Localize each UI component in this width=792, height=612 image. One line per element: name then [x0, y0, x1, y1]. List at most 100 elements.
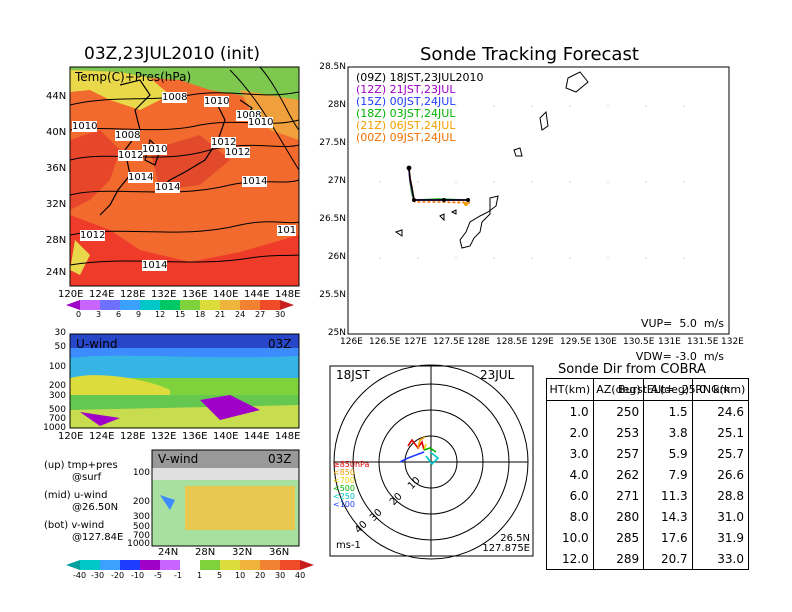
isobar-label: 1010	[142, 144, 168, 155]
colorbar-tick: 20	[255, 571, 266, 580]
colorbar-tick: 15	[175, 310, 186, 319]
lat-label: 32N	[232, 547, 253, 558]
cell-el: 17.6	[643, 527, 693, 548]
polar-date-label: 23JUL	[480, 368, 515, 382]
colorbar-tick: 6	[116, 310, 122, 319]
isobar-label: 1008	[115, 130, 141, 141]
lat-label: 25N	[327, 328, 346, 338]
forecast-legend: (09Z) 18JST,23JUL2010 (12Z) 21JST,23JUL …	[356, 72, 483, 144]
uwind-time: 03Z	[268, 337, 292, 351]
table-row: 6.0 271 11.3 28.8	[546, 485, 750, 506]
vwind-cross-section	[151, 449, 300, 547]
cell-az: 285	[592, 527, 645, 548]
pressure-tick: 700	[132, 531, 150, 541]
lat-label: 24N	[158, 547, 179, 558]
colorbar-tick: -5	[154, 571, 162, 580]
pressure-tick: 500	[48, 405, 66, 415]
legend-entry-00z: (00Z) 09JST,24JUL	[356, 131, 456, 144]
pressure-tick: 200	[132, 497, 150, 507]
lon-label: 148E	[275, 431, 301, 442]
cell-rng: 28.8	[691, 485, 750, 506]
isobar-label: 1014	[128, 172, 154, 183]
polar-legend-entry: <500	[333, 484, 355, 493]
lat-label: 25.5N	[319, 290, 346, 300]
legend-entry-18z: (18Z) 03JST,24JUL	[356, 107, 456, 120]
pressure-tick: 50	[54, 342, 66, 352]
cell-rng: 33.0	[691, 548, 750, 570]
colorbar-tick: 30	[275, 571, 286, 580]
lon-label: 124E	[89, 289, 115, 300]
polar-units: ms-1	[336, 540, 361, 551]
cell-az: 280	[592, 506, 645, 527]
lat-label: 28.5N	[319, 62, 346, 72]
lon-label: 128E	[467, 337, 490, 347]
legend-entry-15z: (15Z) 00JST,24JUL	[356, 95, 456, 108]
lon-label: 128E	[120, 289, 146, 300]
lon-label: 128.5E	[496, 337, 528, 347]
isobar-label: 1008	[162, 92, 188, 103]
isobar-label: 1012	[80, 230, 106, 241]
temperature-colorbar-ticks: 0 3 6 9 12 15 18 21 24 27 30	[76, 310, 296, 321]
colorbar-tick: 30	[275, 310, 286, 319]
pressure-tick: 30	[54, 328, 66, 338]
pressure-tick: 1000	[43, 423, 66, 433]
cell-rng: 31.0	[691, 506, 750, 527]
vdw-value: VDW= -3.0 m/s	[635, 350, 724, 363]
polar-legend-entry: ≥850hPa	[333, 460, 370, 469]
vwind-pressure-ticks: 100 200 300 500 700 1000	[122, 468, 150, 549]
cell-ht: 10.0	[546, 527, 594, 548]
colorbar-tick: 10	[235, 571, 246, 580]
note-line: @127.84E	[72, 532, 124, 543]
header-el: EL(deg)	[643, 378, 693, 401]
lat-label: 44N	[46, 91, 67, 102]
wind-colorbar	[66, 560, 314, 570]
header-rng: RNG(km)	[691, 378, 750, 401]
cell-ht: 8.0	[546, 506, 594, 527]
table-header-row: HT(km) AZ(deg) EL(deg) RNG(km)	[546, 378, 750, 401]
lon-label: 129E	[531, 337, 554, 347]
colorbar-tick: 40	[295, 571, 306, 580]
cell-el: 14.3	[643, 506, 693, 527]
colorbar-tick: 1	[197, 571, 203, 580]
table-row: 3.0 257 5.9 25.7	[546, 443, 750, 464]
colorbar-tick: 21	[215, 310, 226, 319]
cell-el: 5.9	[643, 443, 693, 464]
polar-legend-entry: <100	[333, 500, 355, 509]
pressure-tick: 100	[132, 468, 150, 478]
lon-label: 132E	[721, 337, 744, 347]
cell-rng: 24.6	[691, 400, 750, 422]
cell-el: 1.5	[643, 400, 693, 422]
lon-label: 127E	[404, 337, 427, 347]
forecast-map	[347, 66, 730, 335]
lon-label: 120E	[58, 431, 84, 442]
uwind-label: U-wind	[76, 337, 118, 351]
lat-label: 28N	[327, 100, 346, 110]
lon-label: 144E	[244, 289, 270, 300]
isobar-label: 101	[277, 225, 297, 236]
cell-az: 262	[592, 464, 645, 485]
pressure-tick: 200	[48, 381, 66, 391]
polar-time-label: 18JST	[336, 368, 370, 382]
cell-el: 7.9	[643, 464, 693, 485]
polar-legend-entry: <700	[333, 476, 355, 485]
colorbar-tick: 3	[96, 310, 102, 319]
forecast-lon-labels: 126E 126.5E 127E 127.5E 128E 128.5E 129E…	[340, 337, 760, 347]
colorbar-tick: 9	[136, 310, 142, 319]
table-row: 10.0 285 17.6 31.9	[546, 527, 750, 548]
note-line: (mid) u-wind	[44, 490, 108, 501]
polar-legend-entry: <850	[333, 468, 355, 477]
panel-notes: (up) tmp+pres @surf (mid) u-wind @26.50N…	[44, 460, 123, 544]
forecast-title: Sonde Tracking Forecast	[420, 44, 639, 65]
lon-label: 126.5E	[369, 337, 401, 347]
lon-label: 136E	[182, 431, 208, 442]
lon-label: 127.5E	[433, 337, 465, 347]
cell-rng: 31.9	[691, 527, 750, 548]
lon-label: 130E	[594, 337, 617, 347]
colorbar-tick: -10	[131, 571, 145, 580]
lon-label: 124E	[89, 431, 115, 442]
cell-ht: 3.0	[546, 443, 594, 464]
lat-label: 27.5N	[319, 138, 346, 148]
table-row: 4.0 262 7.9 26.6	[546, 464, 750, 485]
cell-ht: 2.0	[546, 422, 594, 443]
vwind-time: 03Z	[268, 452, 292, 466]
